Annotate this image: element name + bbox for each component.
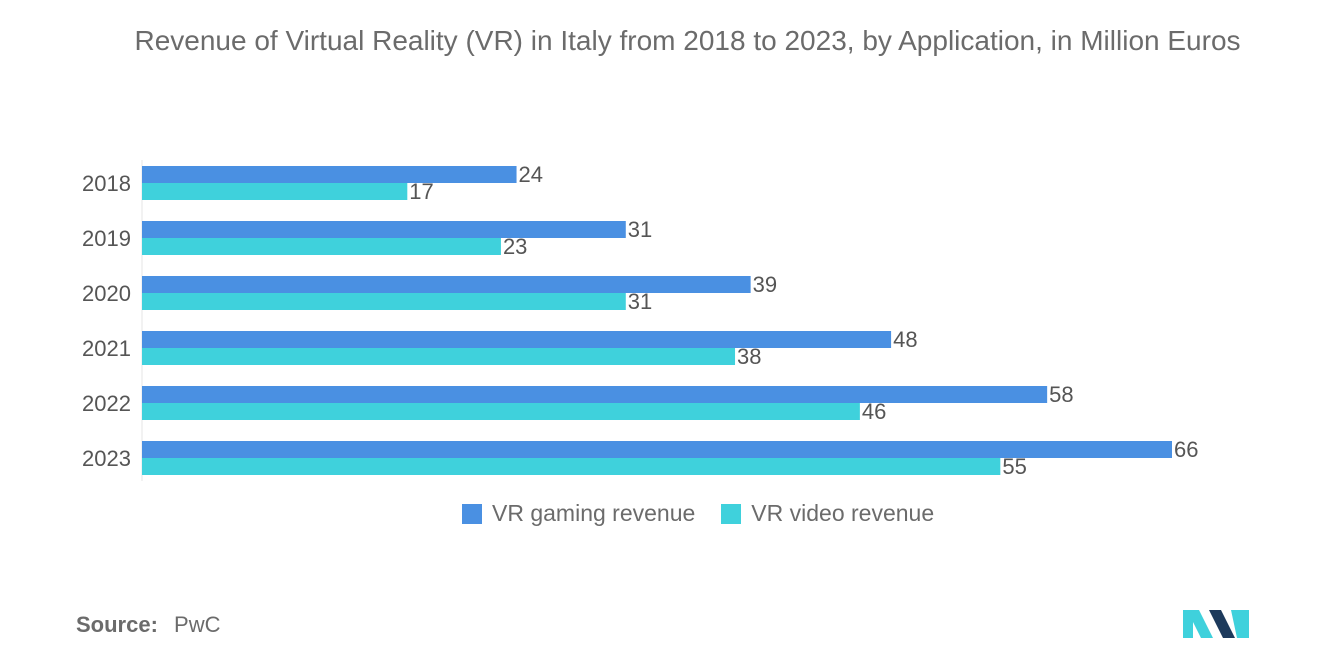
bar-gaming bbox=[142, 386, 1048, 403]
legend-item-video: VR video revenue bbox=[721, 500, 934, 527]
bar-gaming bbox=[142, 166, 517, 183]
data-label: 66 bbox=[1174, 437, 1198, 462]
bar-video bbox=[142, 403, 860, 420]
y-tick-label: 2018 bbox=[82, 171, 131, 196]
data-label: 23 bbox=[503, 234, 527, 259]
y-tick-label: 2020 bbox=[82, 281, 131, 306]
data-label: 31 bbox=[628, 217, 652, 242]
chart-title: Revenue of Virtual Reality (VR) in Italy… bbox=[134, 25, 1241, 56]
data-label: 24 bbox=[519, 162, 543, 187]
mordor-intelligence-logo-icon bbox=[1183, 610, 1249, 638]
y-tick-label: 2019 bbox=[82, 226, 131, 251]
y-tick-label: 2023 bbox=[82, 446, 131, 471]
data-label: 38 bbox=[737, 344, 761, 369]
y-tick-label: 2021 bbox=[82, 336, 131, 361]
legend-swatch-video bbox=[721, 503, 742, 524]
bar-chart: 2018 24 17 2019 31 23 2020 39 31 2021 48 38 2022 58 46… bbox=[82, 160, 1198, 481]
bar-video bbox=[142, 458, 1001, 475]
data-label: 46 bbox=[862, 399, 886, 424]
legend-label-video: VR video revenue bbox=[751, 500, 935, 526]
bar-video bbox=[142, 238, 501, 255]
data-label: 39 bbox=[753, 272, 777, 297]
y-tick-label: 2022 bbox=[82, 391, 131, 416]
bar-video bbox=[142, 348, 736, 365]
legend-swatch-gaming bbox=[462, 503, 482, 524]
data-label: 48 bbox=[893, 327, 917, 352]
bar-gaming bbox=[142, 441, 1172, 458]
bar-gaming bbox=[142, 276, 751, 293]
data-label: 17 bbox=[409, 179, 433, 204]
data-label: 31 bbox=[628, 289, 652, 314]
bar-gaming bbox=[142, 221, 626, 238]
bar-video bbox=[142, 293, 626, 310]
data-label: 55 bbox=[1002, 454, 1026, 479]
source-note: Source: PwC bbox=[76, 612, 221, 638]
source-label: Source: bbox=[76, 612, 158, 637]
legend-label-gaming: VR gaming revenue bbox=[492, 500, 696, 526]
bar-video bbox=[142, 183, 408, 200]
legend: VR gaming revenue VR video revenue bbox=[462, 500, 960, 527]
bar-gaming bbox=[142, 331, 892, 348]
source-value: PwC bbox=[174, 612, 221, 637]
legend-item-gaming: VR gaming revenue bbox=[462, 500, 695, 527]
data-label: 58 bbox=[1049, 382, 1073, 407]
